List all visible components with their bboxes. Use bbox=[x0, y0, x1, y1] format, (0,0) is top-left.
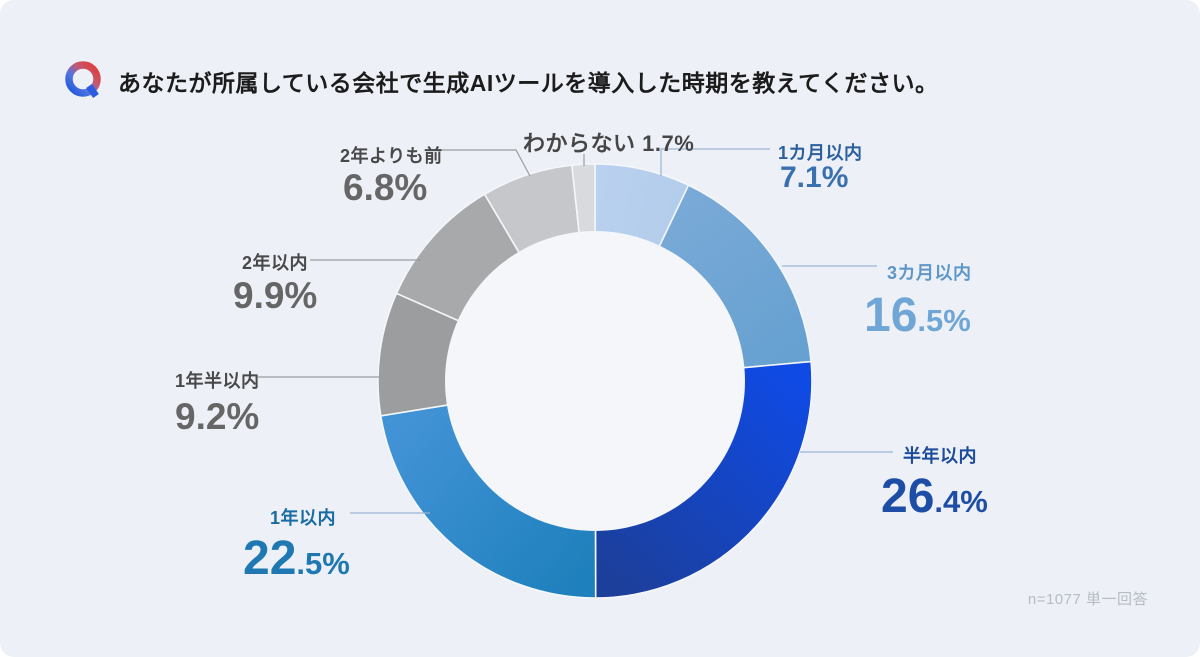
segment-value-3: 22.5% bbox=[243, 532, 350, 585]
segment-value-4: 9.2% bbox=[175, 396, 260, 437]
segment-label-3: 1年以内 bbox=[270, 508, 337, 528]
sample-size-note: n=1077 単一回答 bbox=[1027, 591, 1148, 608]
segment-label-7: わからない 1.7% bbox=[523, 131, 695, 156]
segment-label-0: 1カ月以内 bbox=[778, 143, 863, 163]
segment-label-2: 半年以内 bbox=[903, 446, 977, 466]
segment-label-4: 1年半以内 bbox=[175, 371, 260, 391]
segment-value-0: 7.1% bbox=[780, 161, 849, 194]
leader-line-6 bbox=[432, 149, 531, 177]
segment-label-5: 2年以内 bbox=[242, 253, 309, 273]
leader-line-0 bbox=[660, 148, 770, 176]
donut-hole bbox=[445, 231, 745, 531]
segment-value-2: 26.4% bbox=[881, 470, 988, 523]
question-title: あなたが所属している会社で生成AIツールを導入した時期を教えてください。 bbox=[118, 70, 939, 96]
segment-value-1: 16.5% bbox=[864, 289, 971, 342]
segment-label-1: 3カ月以内 bbox=[887, 263, 972, 283]
segment-value-5: 9.9% bbox=[233, 275, 318, 316]
segment-label-6: 2年よりも前 bbox=[340, 146, 443, 166]
q-logo-icon bbox=[65, 61, 101, 99]
segment-value-6: 6.8% bbox=[343, 167, 428, 208]
question-header: あなたが所属している会社で生成AIツールを導入した時期を教えてください。 bbox=[64, 60, 938, 102]
